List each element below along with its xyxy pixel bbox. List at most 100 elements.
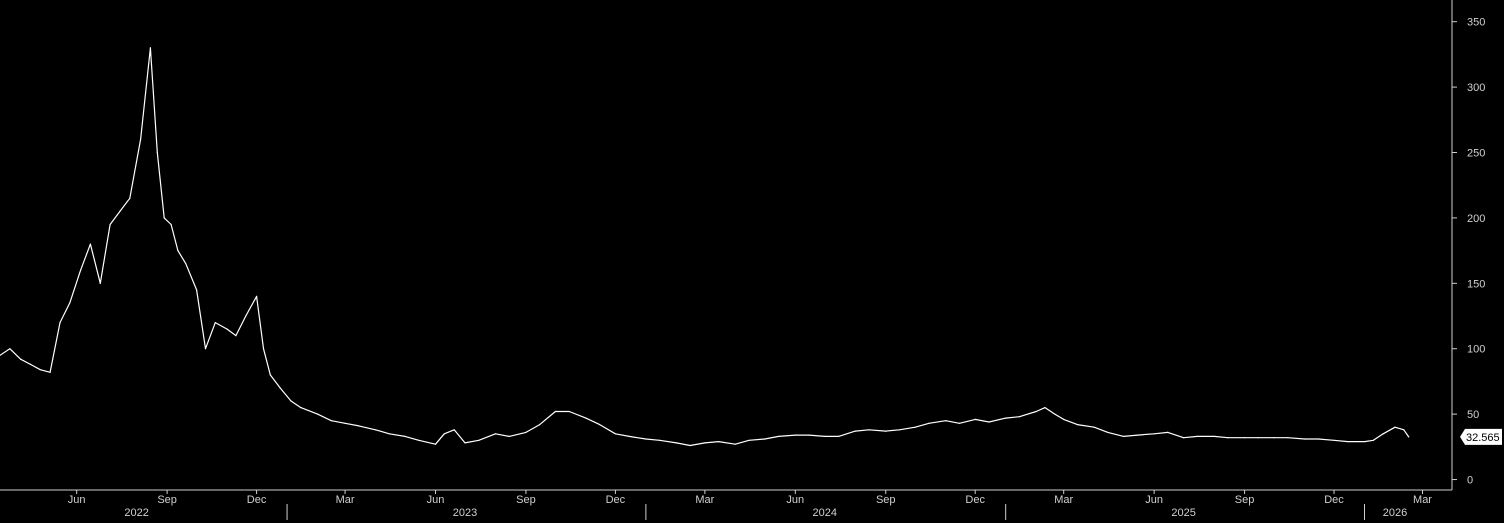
data-point [824, 435, 826, 437]
data-point [177, 250, 179, 252]
data-point [1196, 435, 1198, 437]
last-value-label: 32.565 [1460, 428, 1502, 445]
data-point [689, 444, 691, 447]
data-point [945, 420, 947, 422]
x-tick-label: Mar [1054, 494, 1073, 506]
data-point [1167, 431, 1169, 433]
data-point [443, 433, 445, 435]
data-point [1123, 435, 1125, 437]
x-year-label: 2024 [813, 507, 837, 519]
data-point [418, 439, 420, 441]
x-tick-label: Mar [695, 494, 714, 506]
data-point [1273, 437, 1275, 439]
data-point [1403, 429, 1405, 431]
x-year-label: 2026 [1383, 507, 1407, 519]
data-point [885, 430, 887, 432]
data-point [226, 328, 228, 330]
data-point [388, 433, 390, 435]
last-value-text: 32.565 [1466, 432, 1500, 444]
x-tick-label: Jun [786, 494, 804, 506]
data-point [119, 210, 121, 212]
data-point [204, 348, 207, 350]
data-point [645, 438, 647, 440]
data-point [316, 413, 319, 415]
data-point [898, 429, 901, 431]
data-point [1183, 437, 1185, 439]
data-point [628, 435, 630, 437]
data-point [494, 433, 497, 435]
data-point [1394, 426, 1396, 428]
data-point [1136, 434, 1138, 436]
x-axis: Jun Sep Dec Mar Jun Sep Dec Mar Jun Sep Dec Mar Jun S… [0, 489, 1452, 520]
data-point [1107, 431, 1109, 433]
data-point [245, 315, 247, 317]
x-tick-label: Jun [427, 494, 445, 506]
data-point [599, 424, 601, 426]
data-point [1363, 441, 1366, 443]
data-point [704, 442, 706, 444]
data-point [1382, 433, 1384, 435]
x-tick-label: Mar [1413, 494, 1432, 506]
data-point [269, 374, 271, 376]
data-point [974, 418, 976, 420]
data-point [464, 442, 466, 444]
data-point [344, 422, 346, 424]
data-point [214, 322, 216, 324]
data-point [1054, 413, 1056, 415]
x-year-label: 2023 [453, 507, 477, 519]
y-tick-label: 250 [1467, 148, 1485, 160]
y-tick-label: 200 [1467, 213, 1485, 225]
y-tick-label: 100 [1467, 344, 1485, 356]
x-tick-label: Dec [247, 494, 267, 506]
data-point [69, 302, 71, 304]
data-point [794, 434, 796, 436]
data-point [109, 223, 111, 226]
data-point [748, 439, 750, 441]
data-point [585, 417, 587, 419]
data-point [614, 433, 617, 435]
data-point [478, 439, 480, 441]
data-point [1317, 438, 1319, 440]
x-tick-label: Jun [1145, 494, 1163, 506]
data-point [20, 358, 22, 360]
data-point [1244, 437, 1246, 439]
data-point [554, 410, 557, 413]
last-value-box [1460, 428, 1502, 445]
data-point [525, 431, 527, 433]
data-point [404, 435, 406, 437]
x-tick-label: Sep [876, 494, 896, 506]
data-point [1227, 437, 1229, 439]
data-point [1093, 426, 1095, 428]
data-point [1044, 407, 1046, 409]
data-point [1063, 418, 1065, 420]
data-point [1372, 439, 1374, 441]
data-point [170, 223, 172, 226]
data-point [49, 371, 51, 373]
data-point [734, 443, 736, 445]
y-tick-label: 350 [1467, 17, 1485, 29]
data-point [185, 263, 187, 265]
data-point [80, 269, 82, 271]
data-point [140, 138, 142, 140]
data-point [1018, 416, 1021, 418]
data-point [539, 424, 541, 426]
series-layer [0, 47, 1410, 447]
data-point [1257, 437, 1259, 439]
data-point [718, 441, 720, 443]
data-point [59, 322, 61, 324]
data-point [453, 429, 455, 431]
data-point [854, 430, 856, 432]
data-point [1076, 424, 1078, 426]
x-tick-label: Jun [68, 494, 86, 506]
data-point [149, 47, 151, 49]
data-point [778, 435, 780, 437]
data-point [914, 426, 916, 428]
data-point [256, 295, 258, 297]
data-point [1287, 437, 1289, 439]
data-point [358, 425, 360, 427]
data-point [196, 289, 198, 291]
y-tick-label: 300 [1467, 82, 1485, 94]
data-point [838, 435, 840, 437]
data-point [235, 335, 237, 337]
